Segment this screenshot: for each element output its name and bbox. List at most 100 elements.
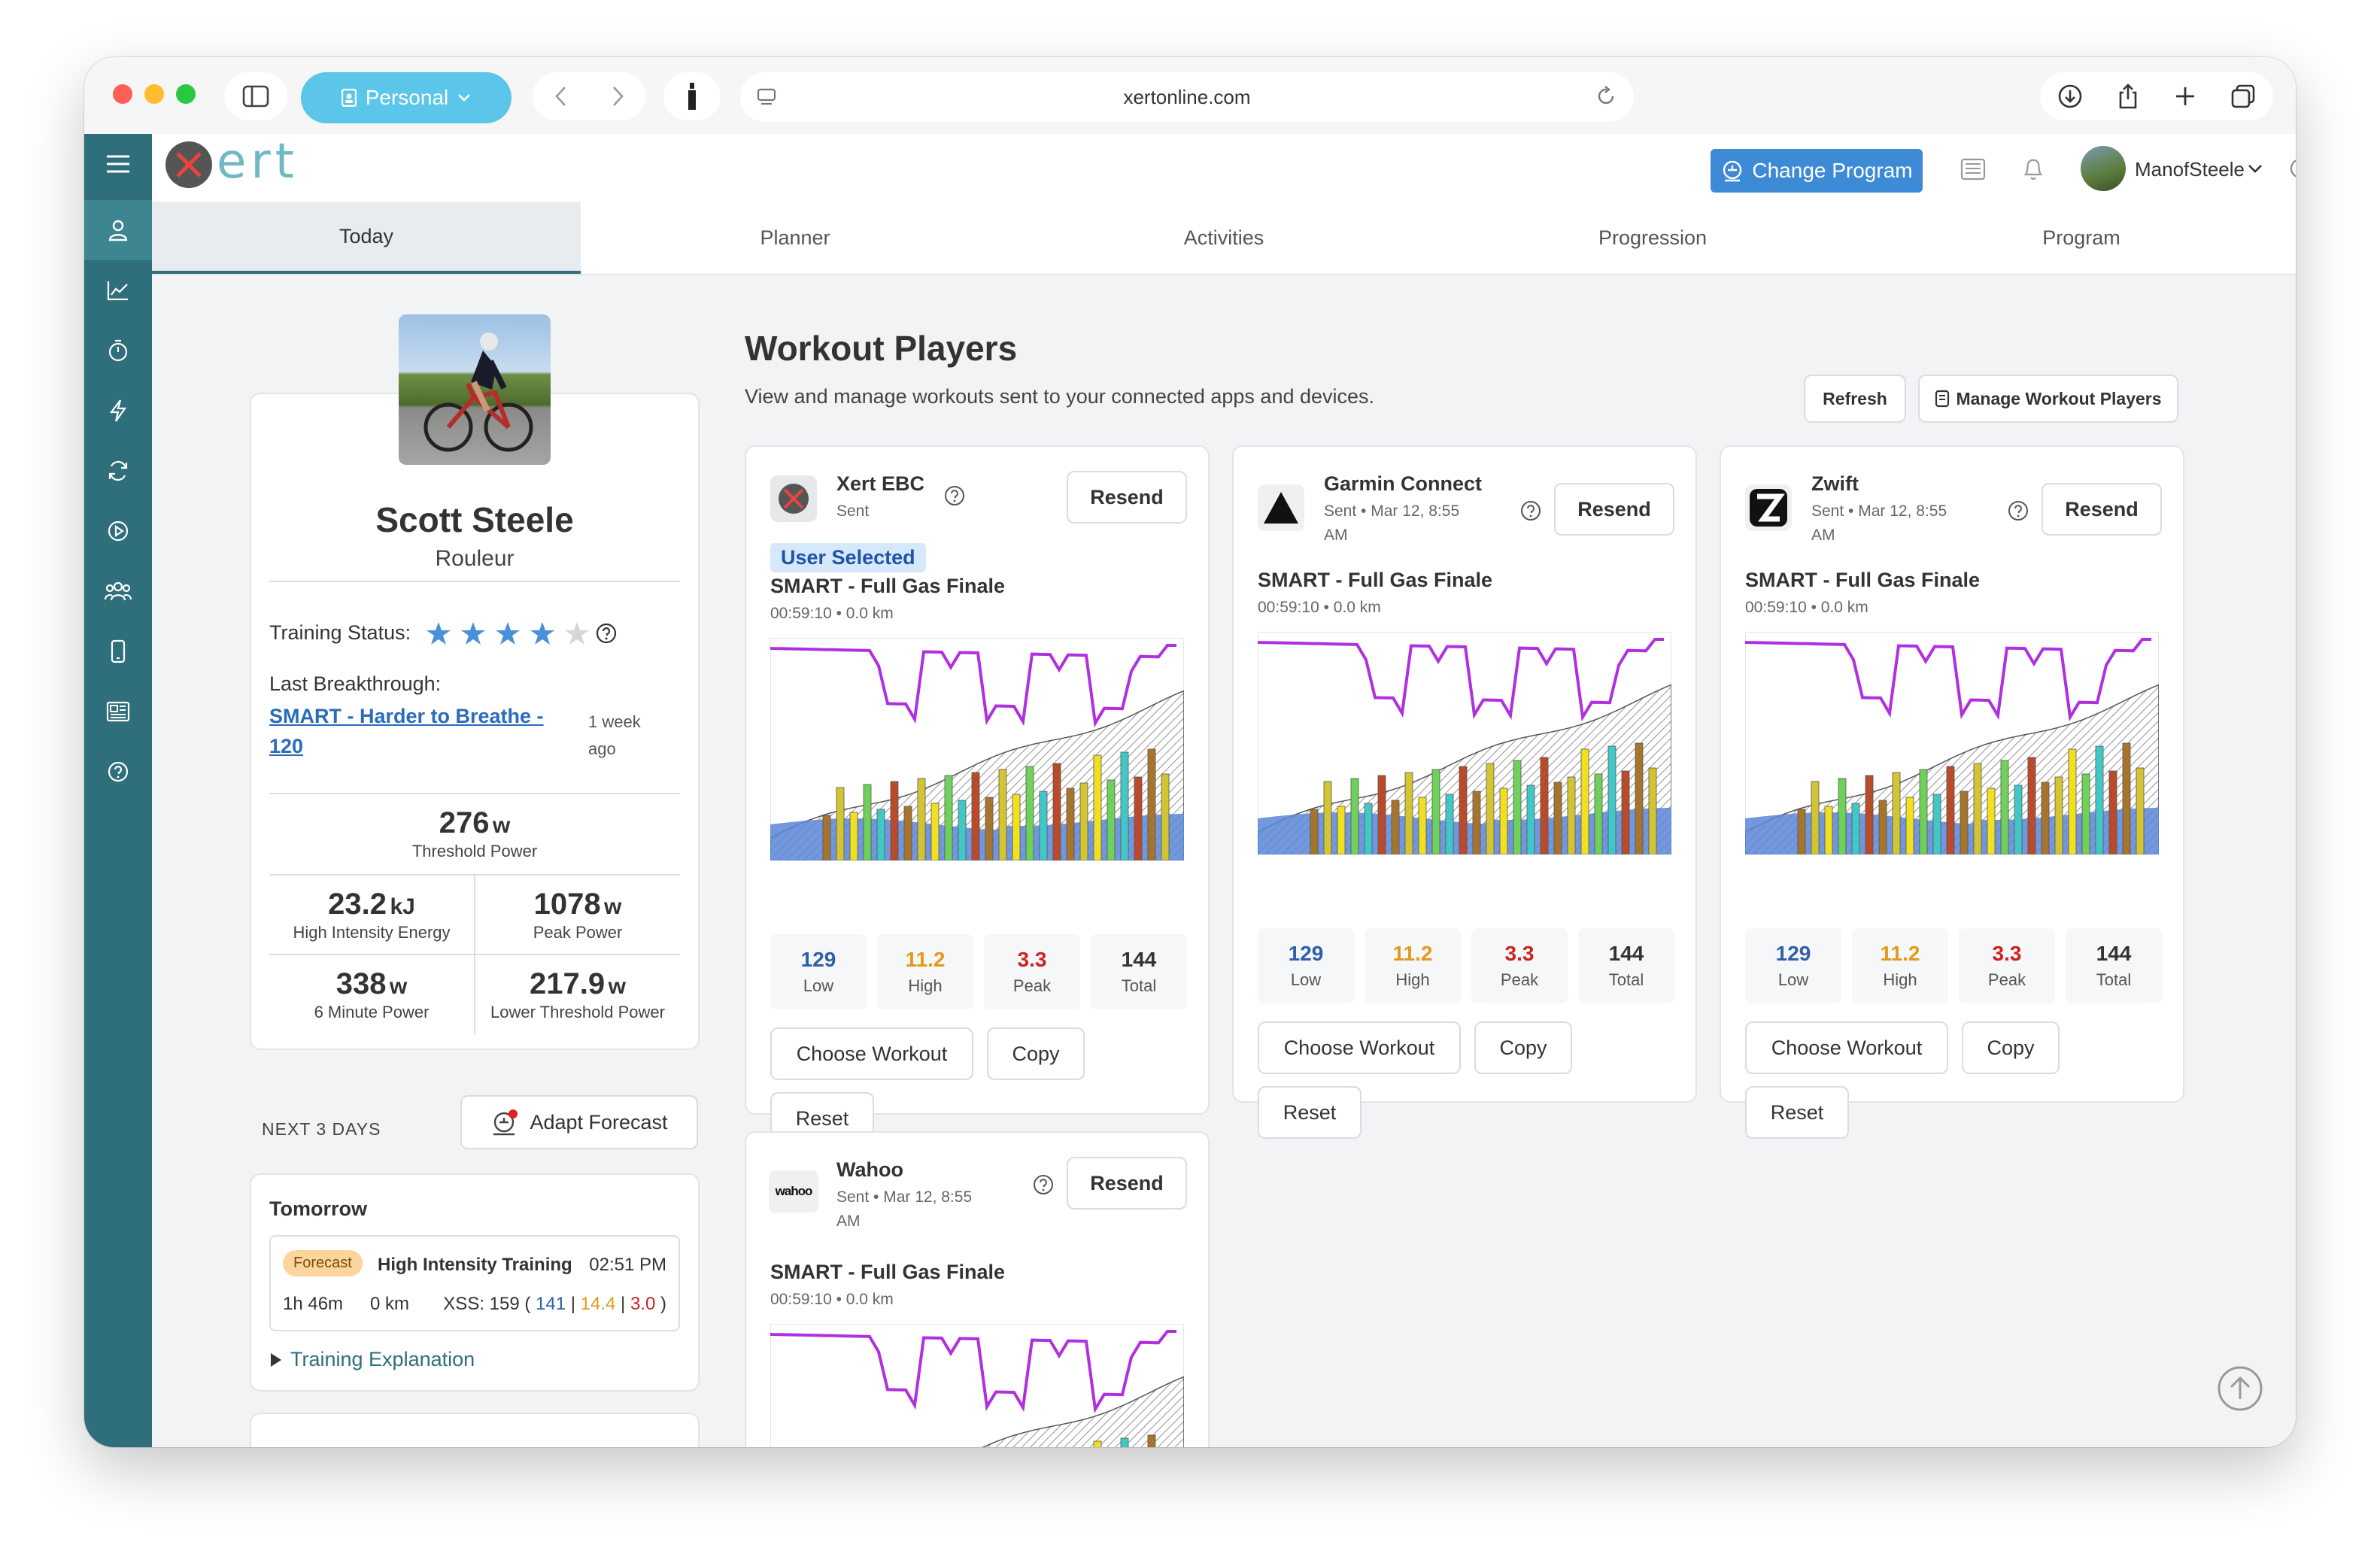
bell-icon[interactable] [2022, 155, 2045, 182]
xert-logo-icon[interactable] [165, 141, 212, 188]
sidebar-item-player[interactable] [84, 501, 152, 561]
peak-label: Peak [1987, 970, 2026, 989]
tab-program[interactable]: Program [2042, 226, 2120, 249]
total-value: 144 [1608, 942, 1644, 965]
interval-bar [1973, 763, 1982, 855]
reset-button[interactable]: Reset [1745, 1086, 1849, 1139]
sidebar-item-charts[interactable] [84, 260, 152, 320]
page-subtitle: View and manage workouts sent to your co… [745, 385, 1375, 408]
high-label: High [1395, 970, 1430, 989]
user-selected-tag: User Selected [770, 543, 926, 572]
interval-bar [2081, 773, 2090, 855]
help-icon[interactable] [943, 484, 966, 507]
tab-progression[interactable]: Progression [1598, 226, 1708, 249]
copy-button[interactable]: Copy [1962, 1021, 2060, 1074]
profile-switcher[interactable]: Personal [301, 72, 512, 123]
chevron-down-icon[interactable] [2248, 164, 2263, 175]
username[interactable]: ManofSteele [2135, 158, 2245, 181]
player-status: Sent • Mar 12, 8:55 [1811, 502, 1947, 520]
share-icon[interactable] [2117, 83, 2139, 110]
manage-workout-players-button[interactable]: Manage Workout Players [1918, 375, 2178, 423]
choose-workout-button[interactable]: Choose Workout [770, 1027, 973, 1080]
training-status-label: Training Status: [269, 621, 411, 644]
nav-buttons [533, 72, 645, 120]
interval-bar [1391, 800, 1400, 855]
power-line [1744, 638, 2151, 722]
metric-high: 11.2 High [1852, 928, 1948, 1003]
interval-bar [1404, 772, 1413, 855]
reset-button[interactable]: Reset [1258, 1086, 1362, 1139]
forecast-workout-item[interactable]: Forecast High Intensity Training 02:51 P… [269, 1235, 680, 1331]
workout-profile-svg [1744, 631, 2160, 855]
total-label: Total [1121, 976, 1157, 995]
reload-icon[interactable] [1596, 86, 1617, 108]
resend-button[interactable]: Resend [1554, 483, 1674, 536]
sidebar-item-sync[interactable] [84, 441, 152, 501]
extension-icon[interactable] [663, 72, 721, 120]
interval-bar [1350, 778, 1359, 855]
resend-button[interactable]: Resend [1067, 1157, 1187, 1209]
training-explanation-toggle[interactable]: Training Explanation [269, 1348, 475, 1371]
breakthrough-link-line1: SMART - Harder to Breathe - [269, 705, 544, 727]
close-window-button[interactable] [113, 84, 132, 104]
workout-name[interactable]: SMART - Full Gas Finale [770, 1261, 1006, 1283]
tab-planner[interactable]: Planner [760, 226, 830, 249]
sidebar-item-mobile[interactable] [84, 621, 152, 681]
menu-icon[interactable] [84, 134, 152, 194]
minimize-window-button[interactable] [144, 84, 164, 104]
tab-today[interactable]: Today [152, 202, 581, 274]
breakthrough-link[interactable]: SMART - Harder to Breathe - 120 [269, 701, 544, 761]
interval-bar [1797, 809, 1806, 855]
workout-name[interactable]: SMART - Full Gas Finale [1258, 569, 1493, 591]
sidebar-item-power[interactable] [84, 381, 152, 441]
interval-bar [1892, 772, 1901, 855]
divider [269, 581, 680, 582]
back-icon[interactable] [554, 85, 568, 108]
avatar[interactable] [2081, 146, 2126, 191]
news-icon[interactable] [1960, 158, 1986, 181]
forecast-card: Tomorrow Forecast High Intensity Trainin… [250, 1173, 700, 1392]
player-card-wahoo: wahoo Wahoo Sent • Mar 12, 8:55 AM Resen… [745, 1131, 1210, 1447]
sidebar-item-community[interactable] [84, 561, 152, 621]
copy-button[interactable]: Copy [1474, 1021, 1572, 1074]
interval-bar [2068, 748, 2077, 855]
resend-button[interactable]: Resend [1067, 471, 1187, 524]
high-value: 11.2 [905, 948, 946, 971]
tab-overview-icon[interactable] [2230, 83, 2256, 109]
peak-power-stat: 1078 w Peak Power [475, 888, 680, 942]
sidebar-item-news[interactable] [84, 681, 152, 742]
person-badge-icon [341, 89, 357, 107]
metric-high: 11.2 High [877, 934, 973, 1009]
forward-icon[interactable] [611, 85, 624, 108]
interval-bar [1147, 748, 1156, 861]
resend-button[interactable]: Resend [2042, 483, 2162, 536]
copy-button[interactable]: Copy [987, 1027, 1085, 1080]
address-bar[interactable]: xertonline.com [740, 72, 1634, 122]
refresh-button[interactable]: Refresh [1804, 375, 1906, 423]
zoom-window-button[interactable] [176, 84, 196, 104]
adapt-forecast-button[interactable]: Adapt Forecast [460, 1095, 698, 1149]
workout-name[interactable]: SMART - Full Gas Finale [1745, 569, 1981, 591]
interval-bar [822, 815, 831, 861]
change-program-button[interactable]: Change Program [1711, 149, 1923, 193]
help-icon[interactable] [2007, 499, 2029, 522]
metric-total: 144 Total [1578, 928, 1674, 1003]
choose-workout-button[interactable]: Choose Workout [1258, 1021, 1461, 1074]
page-settings-icon[interactable] [757, 87, 776, 107]
interval-bar [1459, 766, 1468, 855]
sidebar-toggle-icon[interactable] [224, 72, 287, 120]
workout-name[interactable]: SMART - Full Gas Finale [770, 575, 1006, 597]
browser-window: Personal xertonline.com [84, 57, 2296, 1447]
sidebar-item-timer[interactable] [84, 320, 152, 381]
help-icon[interactable] [1519, 499, 1542, 522]
player-card-xert: Xert EBC Sent Resend User Selected SMART… [745, 445, 1210, 1145]
new-tab-icon[interactable] [2174, 85, 2196, 108]
help-icon[interactable] [1032, 1173, 1055, 1196]
add-circle-icon[interactable] [2288, 156, 2296, 181]
download-icon[interactable] [2057, 83, 2083, 109]
sidebar-item-help[interactable] [84, 742, 152, 802]
choose-workout-button[interactable]: Choose Workout [1745, 1021, 1948, 1074]
sidebar-item-profile[interactable] [84, 200, 152, 260]
tab-activities[interactable]: Activities [1183, 226, 1264, 249]
scroll-to-top-icon[interactable] [2216, 1364, 2264, 1413]
